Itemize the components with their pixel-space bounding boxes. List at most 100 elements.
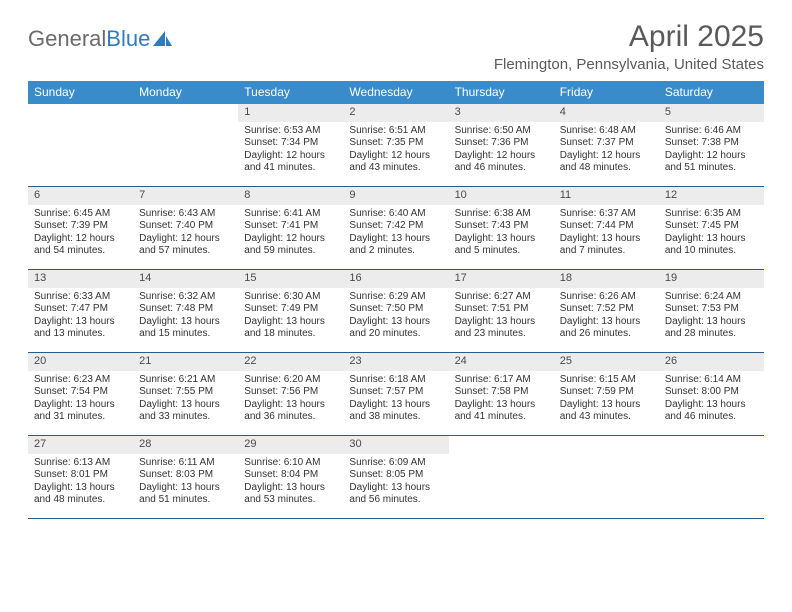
calendar-cell: 25Sunrise: 6:15 AMSunset: 7:59 PMDayligh…	[554, 353, 659, 435]
dayhead-wednesday: Wednesday	[343, 81, 448, 104]
calendar-cell: 3Sunrise: 6:50 AMSunset: 7:36 PMDaylight…	[449, 104, 554, 186]
daylight-line: Daylight: 12 hours and 51 minutes.	[665, 150, 758, 175]
day-number: 23	[343, 353, 448, 371]
sunset-line: Sunset: 7:58 PM	[455, 386, 548, 399]
dayhead-thursday: Thursday	[449, 81, 554, 104]
calendar-cell: 5 Sunrise: 6:46 AMSunset: 7:38 PMDaylight…	[659, 104, 764, 186]
calendar-cell: 4Sunrise: 6:48 AMSunset: 7:37 PMDaylight…	[554, 104, 659, 186]
daylight-line: Daylight: 13 hours and 36 minutes.	[244, 399, 337, 424]
day-number: 5	[659, 104, 764, 122]
sunset-line: Sunset: 8:05 PM	[349, 469, 442, 482]
day-body: Sunrise: 6:15 AMSunset: 7:59 PMDaylight:…	[554, 371, 659, 428]
day-body: Sunrise: 6:37 AMSunset: 7:44 PMDaylight:…	[554, 205, 659, 262]
logo-sail-icon	[152, 30, 174, 48]
day-number: 18	[554, 270, 659, 288]
calendar-cell: 14Sunrise: 6:32 AMSunset: 7:48 PMDayligh…	[133, 270, 238, 352]
day-number: 3	[449, 104, 554, 122]
daylight-line: Daylight: 12 hours and 46 minutes.	[455, 150, 548, 175]
daylight-line: Daylight: 12 hours and 48 minutes.	[560, 150, 653, 175]
calendar-week-row: 27Sunrise: 6:13 AMSunset: 8:01 PMDayligh…	[28, 436, 764, 519]
calendar-cell: 13Sunrise: 6:33 AMSunset: 7:47 PMDayligh…	[28, 270, 133, 352]
day-number: 14	[133, 270, 238, 288]
sunrise-line: Sunrise: 6:23 AM	[34, 374, 127, 387]
daylight-line: Daylight: 13 hours and 2 minutes.	[349, 233, 442, 258]
daylight-line: Daylight: 12 hours and 41 minutes.	[244, 150, 337, 175]
calendar-cell: 2Sunrise: 6:51 AMSunset: 7:35 PMDaylight…	[343, 104, 448, 186]
sunset-line: Sunset: 8:00 PM	[665, 386, 758, 399]
sunset-line: Sunset: 7:59 PM	[560, 386, 653, 399]
day-number: 1	[238, 104, 343, 122]
dayhead-sunday: Sunday	[28, 81, 133, 104]
sunrise-line: Sunrise: 6:46 AM	[665, 125, 758, 138]
day-number: 7	[133, 187, 238, 205]
daylight-line: Daylight: 13 hours and 43 minutes.	[560, 399, 653, 424]
sunset-line: Sunset: 7:44 PM	[560, 220, 653, 233]
day-body: Sunrise: 6:29 AMSunset: 7:50 PMDaylight:…	[343, 288, 448, 345]
sunrise-line: Sunrise: 6:09 AM	[349, 457, 442, 470]
day-number: 20	[28, 353, 133, 371]
sunset-line: Sunset: 8:03 PM	[139, 469, 232, 482]
calendar-cell: 29Sunrise: 6:10 AMSunset: 8:04 PMDayligh…	[238, 436, 343, 518]
day-body: Sunrise: 6:13 AMSunset: 8:01 PMDaylight:…	[28, 454, 133, 511]
calendar-cell: 30Sunrise: 6:09 AMSunset: 8:05 PMDayligh…	[343, 436, 448, 518]
day-body: Sunrise: 6:23 AMSunset: 7:54 PMDaylight:…	[28, 371, 133, 428]
daylight-line: Daylight: 13 hours and 20 minutes.	[349, 316, 442, 341]
daylight-line: Daylight: 12 hours and 43 minutes.	[349, 150, 442, 175]
daylight-line: Daylight: 13 hours and 10 minutes.	[665, 233, 758, 258]
calendar-cell	[133, 104, 238, 186]
daylight-line: Daylight: 13 hours and 53 minutes.	[244, 482, 337, 507]
day-body: Sunrise: 6:40 AMSunset: 7:42 PMDaylight:…	[343, 205, 448, 262]
calendar-cell: 17Sunrise: 6:27 AMSunset: 7:51 PMDayligh…	[449, 270, 554, 352]
day-number: 21	[133, 353, 238, 371]
day-number: 8	[238, 187, 343, 205]
sunrise-line: Sunrise: 6:15 AM	[560, 374, 653, 387]
day-body: Sunrise: 6:51 AMSunset: 7:35 PMDaylight:…	[343, 122, 448, 179]
header: GeneralBlue April 2025 Flemington, Penns…	[28, 20, 764, 73]
sunrise-line: Sunrise: 6:40 AM	[349, 208, 442, 221]
calendar-cell	[449, 436, 554, 518]
sunset-line: Sunset: 7:35 PM	[349, 137, 442, 150]
sunset-line: Sunset: 7:50 PM	[349, 303, 442, 316]
daylight-line: Daylight: 12 hours and 59 minutes.	[244, 233, 337, 258]
sunset-line: Sunset: 7:41 PM	[244, 220, 337, 233]
day-number: 24	[449, 353, 554, 371]
calendar-cell	[659, 436, 764, 518]
day-body: Sunrise: 6:41 AMSunset: 7:41 PMDaylight:…	[238, 205, 343, 262]
day-number: 29	[238, 436, 343, 454]
sunrise-line: Sunrise: 6:37 AM	[560, 208, 653, 221]
sunrise-line: Sunrise: 6:18 AM	[349, 374, 442, 387]
calendar-cell: 18Sunrise: 6:26 AMSunset: 7:52 PMDayligh…	[554, 270, 659, 352]
calendar-cell: 15Sunrise: 6:30 AMSunset: 7:49 PMDayligh…	[238, 270, 343, 352]
sunrise-line: Sunrise: 6:32 AM	[139, 291, 232, 304]
day-number: 6	[28, 187, 133, 205]
sunset-line: Sunset: 7:37 PM	[560, 137, 653, 150]
daylight-line: Daylight: 13 hours and 31 minutes.	[34, 399, 127, 424]
calendar-cell: 12Sunrise: 6:35 AMSunset: 7:45 PMDayligh…	[659, 187, 764, 269]
day-body: Sunrise: 6:30 AMSunset: 7:49 PMDaylight:…	[238, 288, 343, 345]
sunrise-line: Sunrise: 6:29 AM	[349, 291, 442, 304]
daylight-line: Daylight: 13 hours and 23 minutes.	[455, 316, 548, 341]
sunrise-line: Sunrise: 6:20 AM	[244, 374, 337, 387]
sunrise-line: Sunrise: 6:35 AM	[665, 208, 758, 221]
calendar-cell: 26Sunrise: 6:14 AMSunset: 8:00 PMDayligh…	[659, 353, 764, 435]
calendar-cell: 16Sunrise: 6:29 AMSunset: 7:50 PMDayligh…	[343, 270, 448, 352]
day-body: Sunrise: 6:20 AMSunset: 7:56 PMDaylight:…	[238, 371, 343, 428]
daylight-line: Daylight: 13 hours and 5 minutes.	[455, 233, 548, 258]
day-body: Sunrise: 6:11 AMSunset: 8:03 PMDaylight:…	[133, 454, 238, 511]
daylight-line: Daylight: 13 hours and 26 minutes.	[560, 316, 653, 341]
calendar-cell: 23Sunrise: 6:18 AMSunset: 7:57 PMDayligh…	[343, 353, 448, 435]
day-number: 30	[343, 436, 448, 454]
calendar-cell: 10Sunrise: 6:38 AMSunset: 7:43 PMDayligh…	[449, 187, 554, 269]
sunset-line: Sunset: 7:38 PM	[665, 137, 758, 150]
calendar-cell: 11Sunrise: 6:37 AMSunset: 7:44 PMDayligh…	[554, 187, 659, 269]
day-number: 10	[449, 187, 554, 205]
day-number: 16	[343, 270, 448, 288]
calendar-cell: 19Sunrise: 6:24 AMSunset: 7:53 PMDayligh…	[659, 270, 764, 352]
daylight-line: Daylight: 13 hours and 48 minutes.	[34, 482, 127, 507]
calendar-cell: 1Sunrise: 6:53 AMSunset: 7:34 PMDaylight…	[238, 104, 343, 186]
day-body: Sunrise: 6:32 AMSunset: 7:48 PMDaylight:…	[133, 288, 238, 345]
day-body: Sunrise: 6:45 AMSunset: 7:39 PMDaylight:…	[28, 205, 133, 262]
calendar-cell: 8Sunrise: 6:41 AMSunset: 7:41 PMDaylight…	[238, 187, 343, 269]
day-number: 12	[659, 187, 764, 205]
calendar-cell: 6Sunrise: 6:45 AMSunset: 7:39 PMDaylight…	[28, 187, 133, 269]
